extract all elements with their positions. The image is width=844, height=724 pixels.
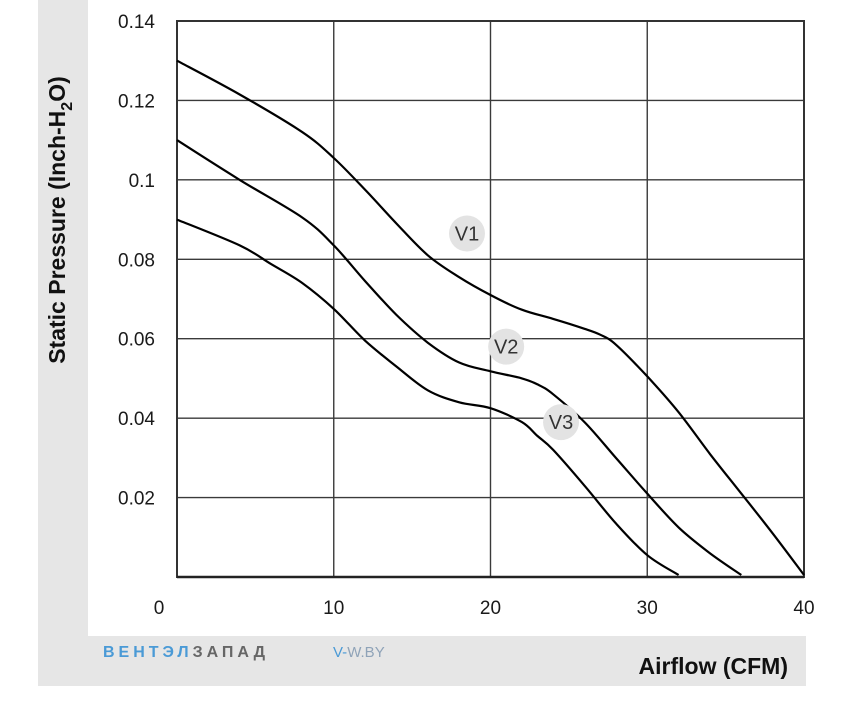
url-watermark: V-W.BY bbox=[333, 644, 385, 661]
curve-labels: V1 V2 V3 bbox=[448, 215, 580, 441]
y-axis-title-main: Static Pressure (Inch-H bbox=[44, 111, 70, 364]
x-tick-labels: 0 10 20 30 40 bbox=[154, 598, 815, 619]
label-v1: V1 bbox=[455, 223, 479, 245]
curve-v3 bbox=[176, 218, 680, 576]
y-tick-labels: 0.14 0.12 0.1 0.08 0.06 0.04 0.02 bbox=[118, 12, 155, 510]
y-tick-label: 0.14 bbox=[118, 12, 155, 33]
y-tick-label: 0.02 bbox=[118, 489, 155, 510]
brand-watermark-grey: ЗАПАД bbox=[193, 644, 269, 661]
grid bbox=[176, 20, 805, 579]
url-watermark-prefix: V- bbox=[333, 644, 347, 661]
y-tick-label: 0.1 bbox=[129, 171, 155, 192]
x-tick-label: 10 bbox=[323, 598, 344, 619]
y-axis-title-end: O) bbox=[44, 76, 70, 102]
ylabel-panel bbox=[38, 0, 88, 686]
y-tick-label: 0.08 bbox=[118, 250, 155, 271]
brand-watermark: ВЕНТЭЛЗАПАД bbox=[103, 644, 269, 661]
label-v2: V2 bbox=[494, 337, 518, 359]
y-axis-title-subscript: 2 bbox=[59, 102, 76, 111]
y-tick-label: 0.06 bbox=[118, 330, 155, 351]
url-watermark-rest: W.BY bbox=[347, 644, 385, 661]
x-tick-label: 40 bbox=[793, 598, 814, 619]
x-axis-title: Airflow (CFM) bbox=[639, 653, 788, 679]
curves bbox=[176, 59, 805, 576]
y-axis-title: Static Pressure (Inch-H2O) bbox=[44, 76, 76, 364]
xlabel-panel bbox=[38, 636, 806, 686]
x-tick-label: 0 bbox=[154, 598, 165, 619]
brand-watermark-blue: ВЕНТЭЛ bbox=[103, 644, 193, 661]
y-tick-label: 0.04 bbox=[118, 409, 155, 430]
label-bubble-v1 bbox=[448, 215, 485, 252]
label-bubble-v2 bbox=[488, 328, 525, 365]
x-tick-label: 20 bbox=[480, 598, 501, 619]
x-tick-label: 30 bbox=[637, 598, 658, 619]
label-v3: V3 bbox=[549, 412, 573, 434]
label-bubble-v3 bbox=[543, 404, 580, 441]
curve-v1 bbox=[176, 59, 805, 576]
curve-v2 bbox=[176, 139, 742, 576]
y-tick-label: 0.12 bbox=[118, 91, 155, 112]
